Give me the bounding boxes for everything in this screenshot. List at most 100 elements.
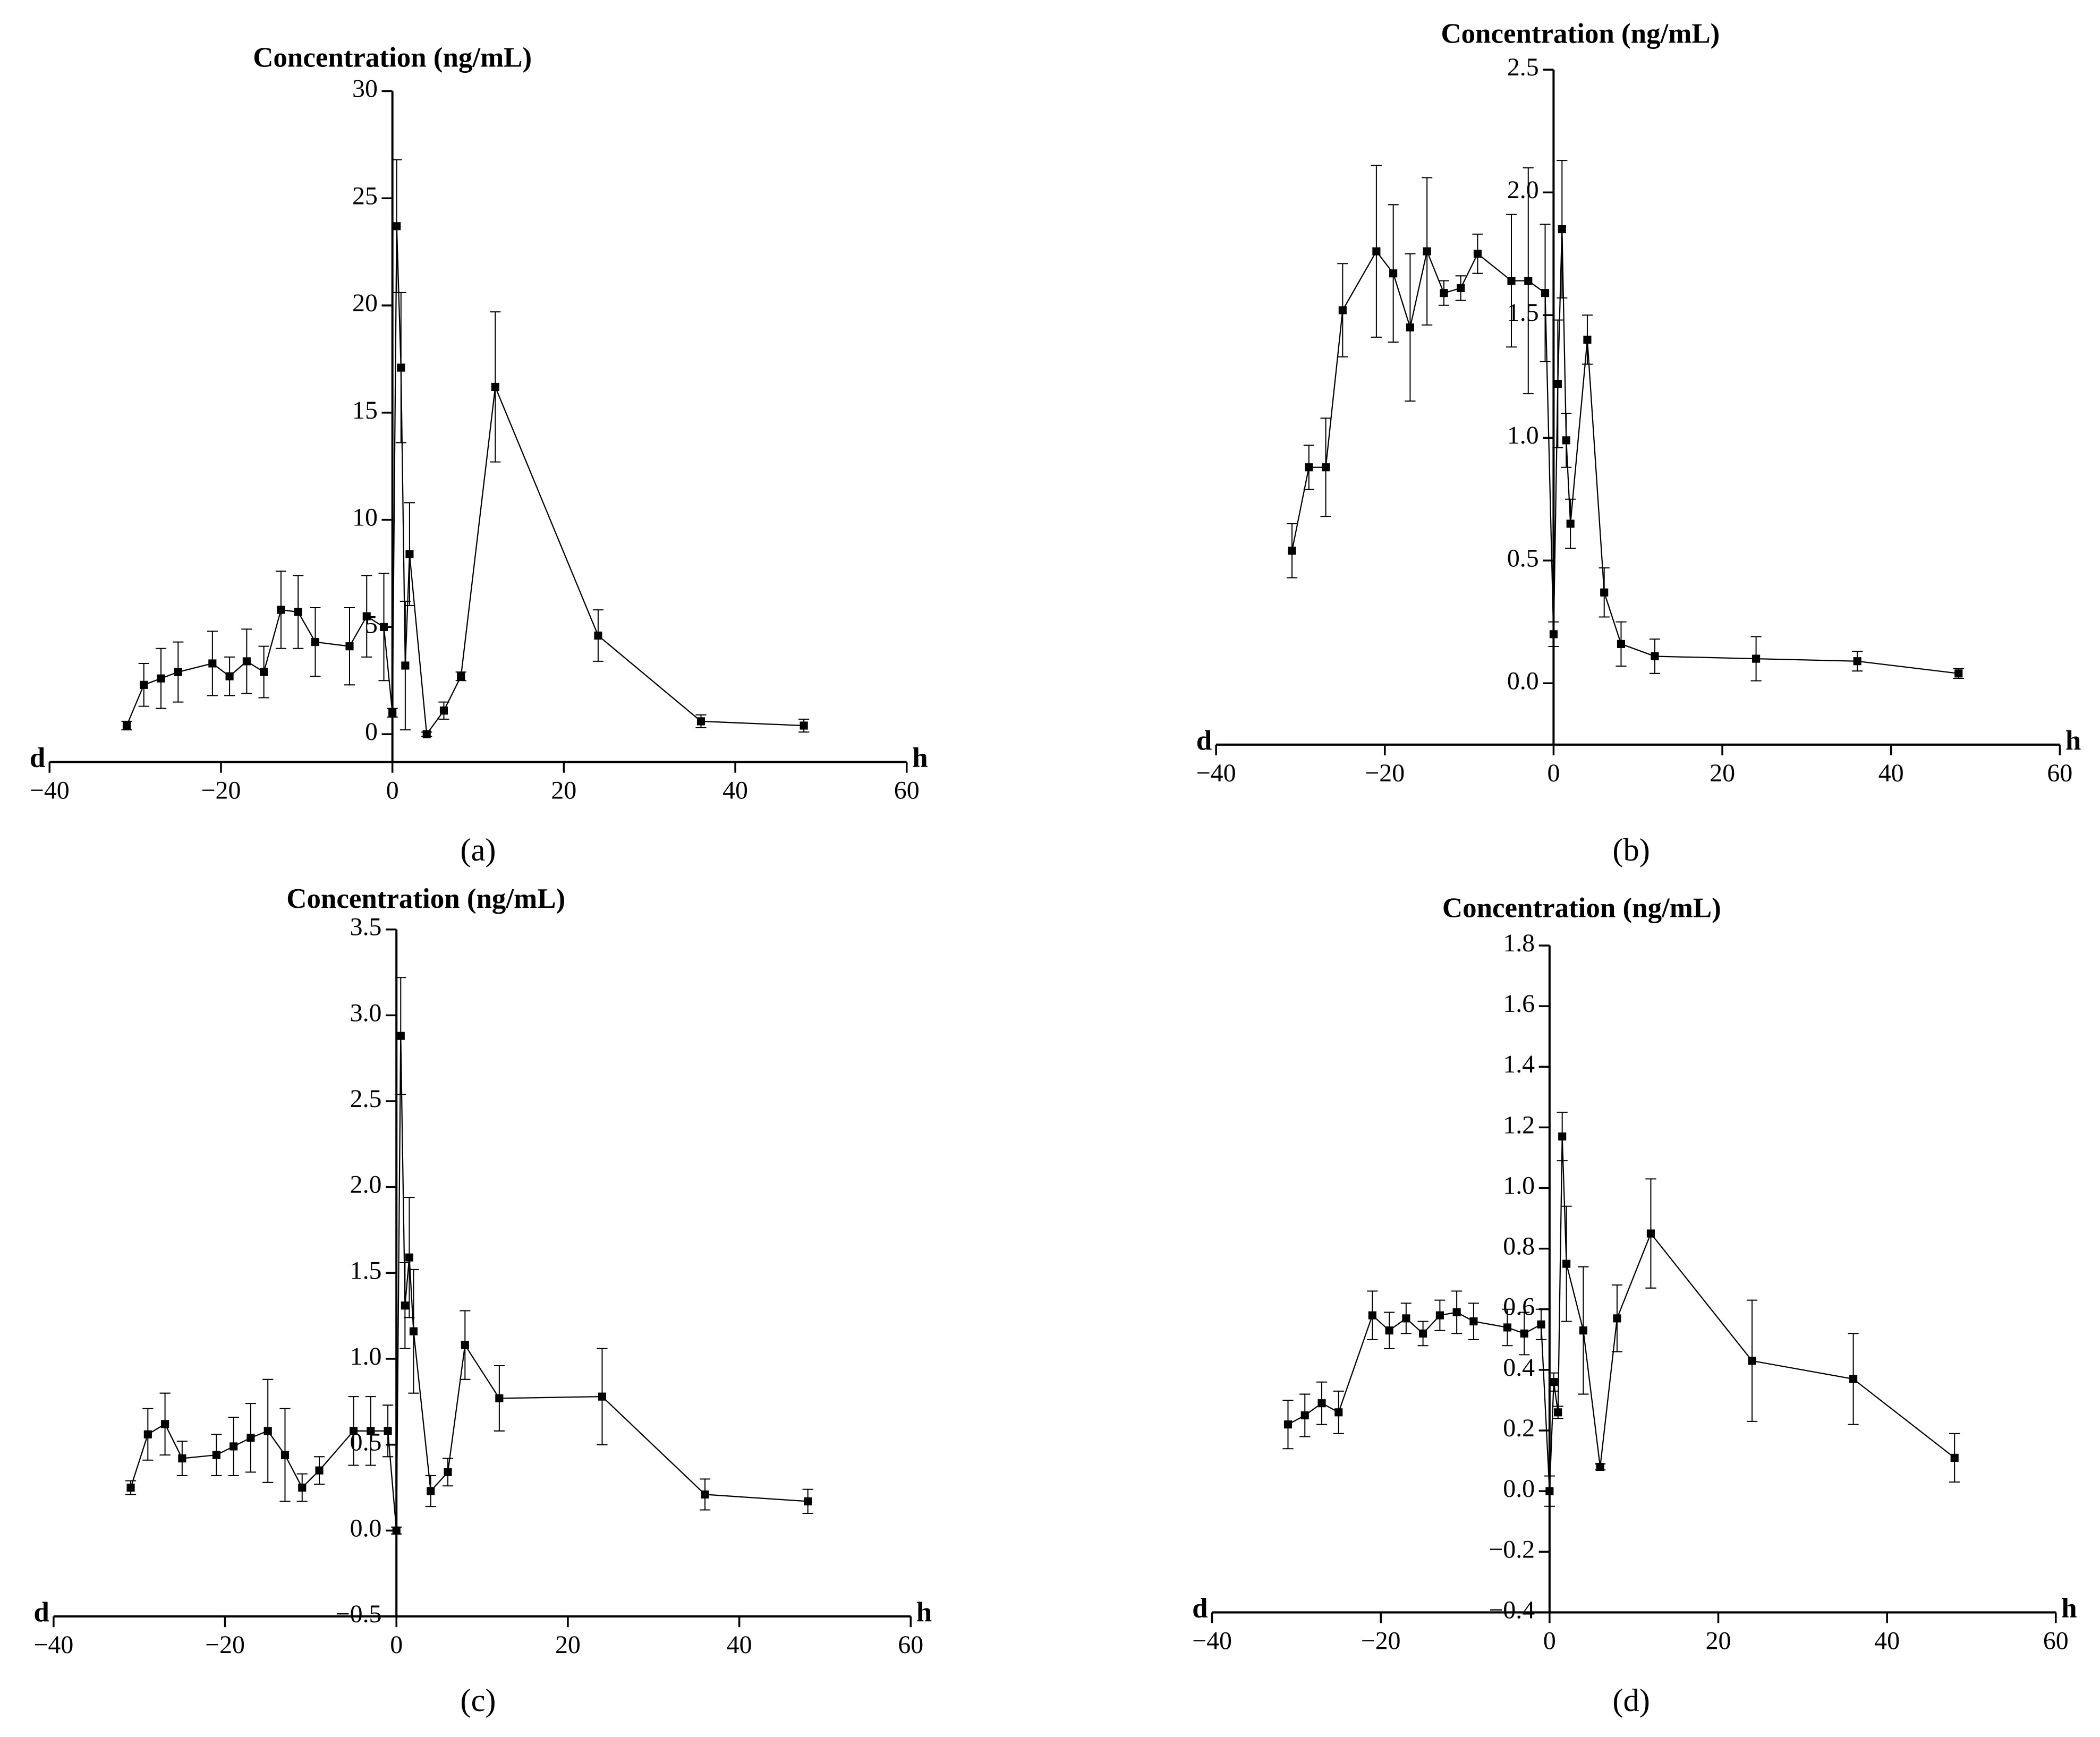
data-point [701,1490,709,1499]
data-point [1372,247,1381,256]
y-tick-label: −0.4 [1489,1596,1535,1624]
data-point [1300,1411,1309,1420]
x-label-left: d [30,743,45,773]
data-point [1553,380,1562,388]
x-tick-label: −20 [205,1631,245,1659]
data-point [1389,269,1398,278]
data-point [457,672,465,680]
data-point [174,668,182,676]
data-point [362,612,371,620]
x-tick-label: 20 [551,777,576,805]
data-point [1558,1132,1567,1141]
x-tick-label: 40 [1878,759,1904,787]
data-point [409,1327,418,1335]
y-tick-label: 1.8 [1503,929,1535,957]
x-tick-label: −40 [30,777,70,805]
data-point [126,1483,135,1492]
x-tick-label: −20 [1365,759,1405,787]
data-point [1600,588,1609,597]
y-tick-label: 30 [352,75,378,103]
x-tick-label: 0 [1543,1627,1556,1655]
data-point [1596,1462,1604,1471]
y-tick-label: 2.5 [350,1085,382,1113]
data-point [1503,1323,1512,1332]
data-point [696,717,705,726]
data-point [294,608,302,616]
data-point [1549,630,1558,638]
x-label-left: d [1196,725,1212,756]
y-tick-label: 1.5 [1507,299,1539,327]
data-point [1524,276,1533,285]
data-point [1368,1311,1376,1319]
data-point [1541,289,1550,297]
data-line [130,1036,808,1531]
x-label-left: d [33,1597,49,1628]
data-point [491,382,499,391]
data-point [1385,1326,1393,1335]
data-point [384,1427,392,1435]
y-tick-label: 0.0 [1507,667,1539,695]
data-point [1748,1357,1756,1365]
y-tick-label: 1.4 [1503,1050,1535,1078]
x-tick-label: −40 [33,1631,73,1659]
data-point [1849,1375,1858,1383]
data-point [495,1394,504,1402]
x-tick-label: 60 [898,1631,923,1659]
x-tick-label: 0 [1547,759,1560,787]
data-point [1550,1378,1558,1386]
data-point [1554,1408,1562,1417]
data-point [396,1032,405,1040]
data-point [1562,1259,1571,1268]
x-tick-label: −40 [1196,759,1236,787]
y-tick-label: 1.2 [1503,1111,1535,1139]
data-point [393,222,401,231]
caption: (a) [460,832,496,868]
data-point [1583,335,1592,344]
data-point [1617,640,1626,648]
y-tick-label: 1.0 [1507,421,1539,449]
data-point [1402,1314,1410,1323]
x-tick-label: 60 [2043,1627,2069,1655]
data-point [1469,1317,1478,1326]
y-tick-label: −0.2 [1489,1535,1535,1563]
data-point [1338,306,1347,314]
data-point [143,1430,152,1438]
y-tick-label: 1.5 [350,1256,382,1284]
data-point [246,1434,255,1442]
x-tick-label: −20 [1361,1627,1401,1655]
x-tick-label: 40 [722,777,748,805]
data-point [1288,547,1296,555]
y-tick-label: 25 [352,182,378,210]
y-tick-label: 2.0 [1507,176,1539,204]
x-tick-label: 20 [555,1631,581,1659]
y-tick-label: 3.5 [350,913,382,941]
data-point [427,1487,435,1495]
x-tick-label: −40 [1192,1627,1232,1655]
x-label-right: h [912,743,928,773]
data-point [1473,250,1482,258]
x-label-right: h [916,1597,932,1628]
y-tick-label: 0.0 [1503,1475,1535,1503]
data-line [1291,229,1959,674]
data-point [1283,1420,1293,1429]
data-point [444,1468,452,1476]
data-point [1545,1487,1554,1495]
x-tick-label: 0 [390,1631,403,1659]
y-tick-label: 0 [365,718,378,746]
data-point [277,606,285,614]
data-point [1419,1329,1427,1338]
data-point [800,721,808,730]
y-tick-label: 3.0 [350,999,382,1027]
y-tick-label: 0.8 [1503,1232,1535,1261]
data-point [161,1420,169,1428]
x-tick-label: 20 [1706,1627,1731,1655]
data-point [1853,657,1861,666]
data-point [1435,1311,1444,1319]
data-point [598,1392,607,1401]
data-point [405,1253,413,1262]
data-point [280,1451,290,1459]
y-tick-label: −0.5 [336,1600,382,1628]
data-point [392,1526,401,1535]
y-tick-label: 0.2 [1503,1414,1535,1442]
